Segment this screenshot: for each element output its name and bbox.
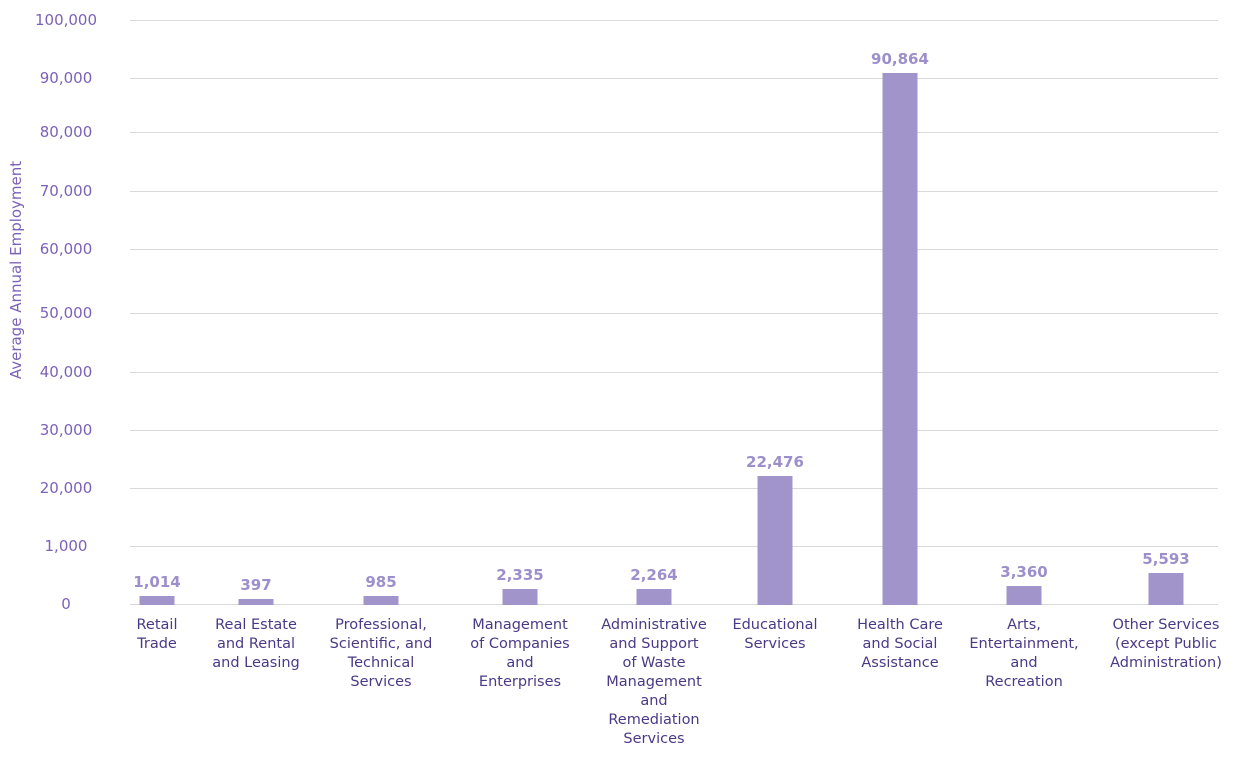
bar — [139, 596, 175, 605]
y-tick-label: 20,000 — [40, 479, 93, 497]
data-label: 397 — [240, 576, 271, 594]
bar — [1148, 573, 1184, 605]
y-tick-label: 60,000 — [40, 240, 93, 258]
y-tick-label: 40,000 — [40, 363, 93, 381]
bar — [238, 599, 274, 605]
y-tick-label: 90,000 — [40, 69, 93, 87]
bar — [882, 72, 918, 606]
data-label: 1,014 — [133, 573, 180, 591]
data-label: 3,360 — [1000, 563, 1047, 581]
y-tick-label: 80,000 — [40, 123, 93, 141]
y-tick-label: 0 — [61, 595, 71, 613]
bar — [636, 589, 672, 605]
bars — [139, 72, 1184, 606]
data-label: 90,864 — [871, 50, 929, 68]
y-tick-label: 50,000 — [40, 304, 93, 322]
y-axis-label: Average Annual Employment — [7, 161, 25, 379]
bar — [363, 596, 399, 605]
category-label: Arts, Entertainment, and Recreation — [969, 617, 1078, 690]
gridlines — [130, 20, 1218, 605]
category-label: Real Estate and Rental and Leasing — [212, 617, 300, 671]
category-label: Other Services (except Public Administrati… — [1110, 617, 1222, 671]
category-label: Administrative and Support of Waste Managem… — [601, 617, 707, 747]
data-label: 2,264 — [630, 566, 677, 584]
data-label: 2,335 — [496, 566, 543, 584]
y-tick-label: 1,000 — [45, 537, 88, 555]
bar — [502, 589, 538, 605]
y-axis-ticks: 0 1,000 20,000 30,000 40,000 50,000 60,000 70,0… — [35, 11, 97, 613]
data-label: 22,476 — [746, 453, 804, 471]
x-axis-categories: Retail Trade Real Estate and Rental and Leas… — [136, 617, 1222, 747]
y-tick-label: 100,000 — [35, 11, 97, 29]
category-label: Professional, Scientific, and Technical Ser… — [330, 617, 433, 690]
category-label: Health Care and Social Assistance — [857, 617, 943, 671]
category-label: Educational Services — [732, 617, 817, 652]
category-label: Retail Trade — [136, 617, 177, 652]
data-label: 985 — [365, 573, 396, 591]
y-tick-label: 30,000 — [40, 421, 93, 439]
category-label: Management of Companies and Enterprises — [470, 617, 570, 690]
y-tick-label: 70,000 — [40, 182, 93, 200]
data-label: 5,593 — [1142, 550, 1189, 568]
data-labels: 1,014 397 985 2,335 2,264 22,476 90,864 3,360 5,… — [133, 50, 1189, 594]
bar — [1006, 586, 1042, 605]
bar — [757, 476, 793, 605]
